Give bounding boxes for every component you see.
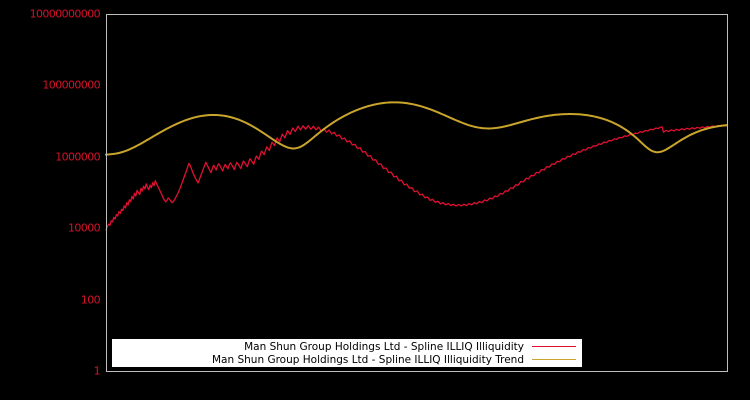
series-layer	[105, 101, 728, 231]
y-axis-tick-label: 10000000000	[29, 7, 101, 21]
y-axis-tick-label: 100	[80, 293, 101, 307]
y-axis-tick-label: 10000	[68, 221, 101, 235]
y-axis-tick-label: 1000000	[55, 150, 100, 164]
plot-area-background	[106, 14, 727, 371]
y-axis-tick-label: 100000000	[42, 78, 100, 92]
legend-line-sample-illiquidity	[532, 346, 576, 347]
legend-entry-illiquidity-trend[interactable]: Man Shun Group Holdings Ltd - Spline ILL…	[112, 353, 582, 366]
legend-label-illiquidity: Man Shun Group Holdings Ltd - Spline ILL…	[244, 340, 524, 353]
legend-label-illiquidity-trend: Man Shun Group Holdings Ltd - Spline ILL…	[212, 353, 524, 366]
y-axis-tick-label: 1	[93, 364, 101, 378]
chart-legend[interactable]: Man Shun Group Holdings Ltd - Spline ILL…	[112, 339, 582, 367]
series-line-illiquidity	[105, 124, 728, 231]
plot-frame-border	[106, 14, 728, 372]
legend-entry-illiquidity[interactable]: Man Shun Group Holdings Ltd - Spline ILL…	[112, 340, 582, 353]
legend-line-sample-illiquidity-trend	[532, 359, 576, 360]
series-line-illiquidity-trend	[105, 101, 728, 156]
